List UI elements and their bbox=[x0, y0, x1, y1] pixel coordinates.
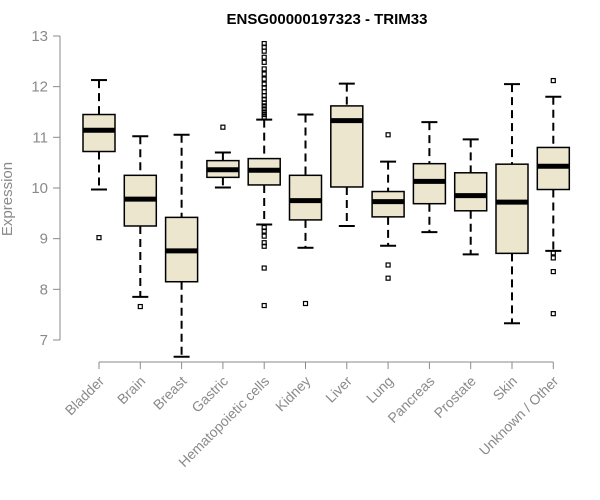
outlier-point bbox=[261, 54, 267, 60]
outlier-point bbox=[261, 85, 267, 91]
outlier-point bbox=[96, 235, 102, 241]
x-tick-label: Kidney bbox=[272, 373, 314, 415]
outlier-point bbox=[261, 89, 267, 95]
box-group bbox=[288, 113, 323, 307]
chart-title: ENSG00000197323 - TRIM33 bbox=[227, 11, 428, 28]
box-group bbox=[164, 133, 199, 358]
y-axis-label: Expression bbox=[0, 162, 16, 236]
outlier-point bbox=[261, 228, 267, 234]
x-tick-label: Breast bbox=[150, 373, 190, 413]
y-tick-label: 7 bbox=[40, 332, 48, 349]
y-axis: 7 8 9 10 11 12 13 bbox=[31, 28, 61, 349]
outlier-point bbox=[261, 103, 267, 109]
x-tick-label: Prostate bbox=[431, 373, 479, 421]
y-tick-label: 12 bbox=[31, 79, 48, 96]
outlier-point bbox=[550, 311, 556, 317]
outlier-point bbox=[261, 71, 267, 77]
y-tick-label: 11 bbox=[32, 129, 48, 146]
box-group bbox=[206, 124, 240, 189]
box-group bbox=[247, 40, 281, 309]
outlier-point bbox=[261, 76, 267, 82]
outlier-point bbox=[550, 268, 556, 275]
outlier-point bbox=[550, 250, 556, 256]
outlier-point bbox=[302, 300, 309, 307]
box-group bbox=[495, 83, 529, 325]
outlier-point bbox=[137, 303, 143, 310]
box-iqr bbox=[82, 113, 116, 153]
outlier-point bbox=[261, 106, 267, 112]
x-tick-label: Bladder bbox=[62, 373, 108, 419]
outlier-point bbox=[261, 59, 267, 65]
outlier-point bbox=[261, 44, 267, 50]
box-iqr bbox=[330, 105, 364, 188]
outlier-point bbox=[261, 100, 267, 106]
outlier-point bbox=[385, 132, 391, 138]
box-iqr bbox=[495, 163, 529, 255]
outlier-point bbox=[550, 255, 556, 261]
box-group bbox=[330, 82, 364, 227]
y-tick-label: 8 bbox=[40, 281, 48, 298]
box-iqr bbox=[288, 174, 323, 221]
x-tick-label: Skin bbox=[490, 373, 521, 404]
box-iqr bbox=[371, 190, 405, 218]
outlier-point bbox=[261, 66, 267, 72]
outlier-point bbox=[261, 265, 267, 271]
outlier-point bbox=[261, 243, 267, 249]
outlier-point bbox=[261, 48, 267, 54]
outlier-point bbox=[261, 302, 267, 309]
box-group bbox=[371, 132, 405, 281]
outlier-point bbox=[385, 262, 391, 268]
box-group bbox=[453, 138, 488, 256]
outlier-point bbox=[261, 233, 267, 239]
box-group bbox=[536, 77, 571, 317]
outlier-point bbox=[261, 114, 267, 120]
box-group bbox=[82, 79, 116, 241]
box-group bbox=[123, 135, 158, 310]
y-tick-label: 13 bbox=[31, 28, 48, 45]
boxes bbox=[82, 40, 571, 358]
y-tick-label: 10 bbox=[31, 180, 48, 197]
x-tick-label: Liver bbox=[322, 373, 355, 406]
outlier-point bbox=[550, 77, 556, 84]
outlier-point bbox=[385, 275, 391, 281]
x-tick-label: Brain bbox=[114, 373, 148, 407]
box-iqr bbox=[453, 172, 488, 212]
outlier-point bbox=[220, 124, 226, 130]
x-tick-label: Lung bbox=[363, 373, 396, 406]
box-group bbox=[412, 121, 447, 234]
y-tick-label: 9 bbox=[40, 231, 48, 248]
